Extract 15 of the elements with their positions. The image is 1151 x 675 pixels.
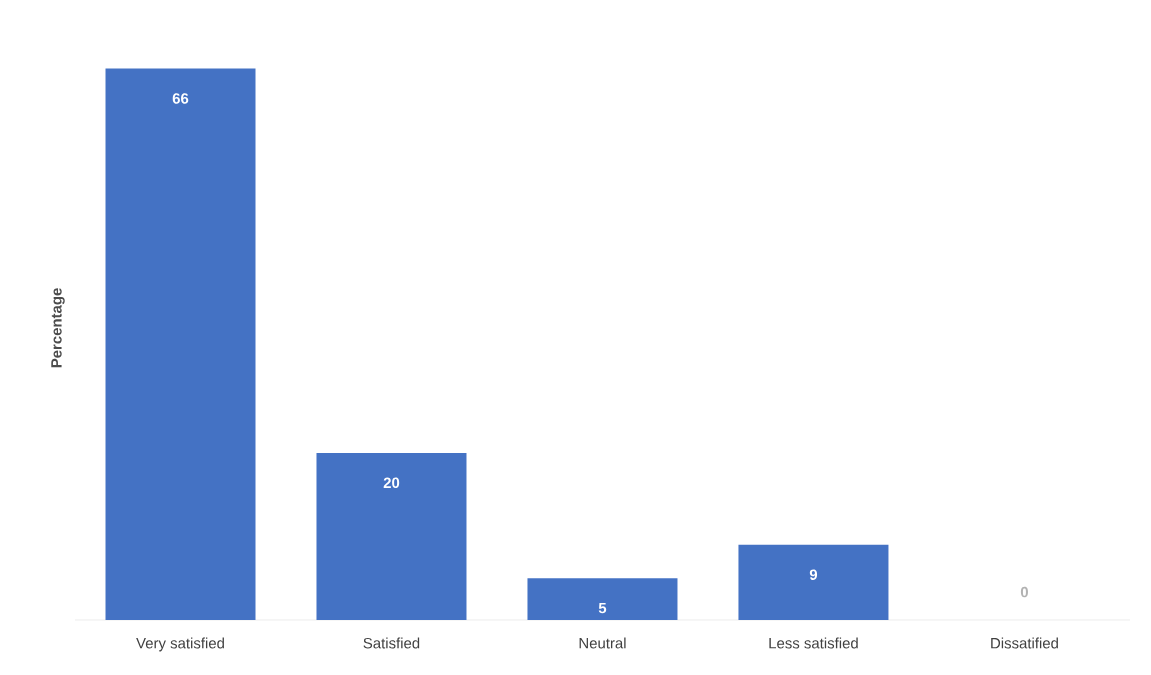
x-tick-label: Less satisfied — [769, 637, 858, 649]
data-label: 5 — [598, 602, 607, 614]
x-tick-label: Satisfied — [363, 637, 420, 649]
data-label: 20 — [383, 477, 400, 489]
bar — [316, 452, 467, 620]
data-label: 66 — [172, 93, 189, 104]
x-tick-label: Very satisfied — [136, 637, 224, 652]
bar — [105, 68, 256, 620]
x-tick-label: Dissatified — [991, 637, 1058, 649]
bar — [527, 578, 678, 620]
x-tick-label: Neutral — [579, 637, 626, 649]
data-label: 0 — [1020, 586, 1028, 598]
data-label: 9 — [809, 569, 818, 580]
y-axis-title: Percentage — [51, 288, 65, 368]
bar — [738, 544, 889, 620]
